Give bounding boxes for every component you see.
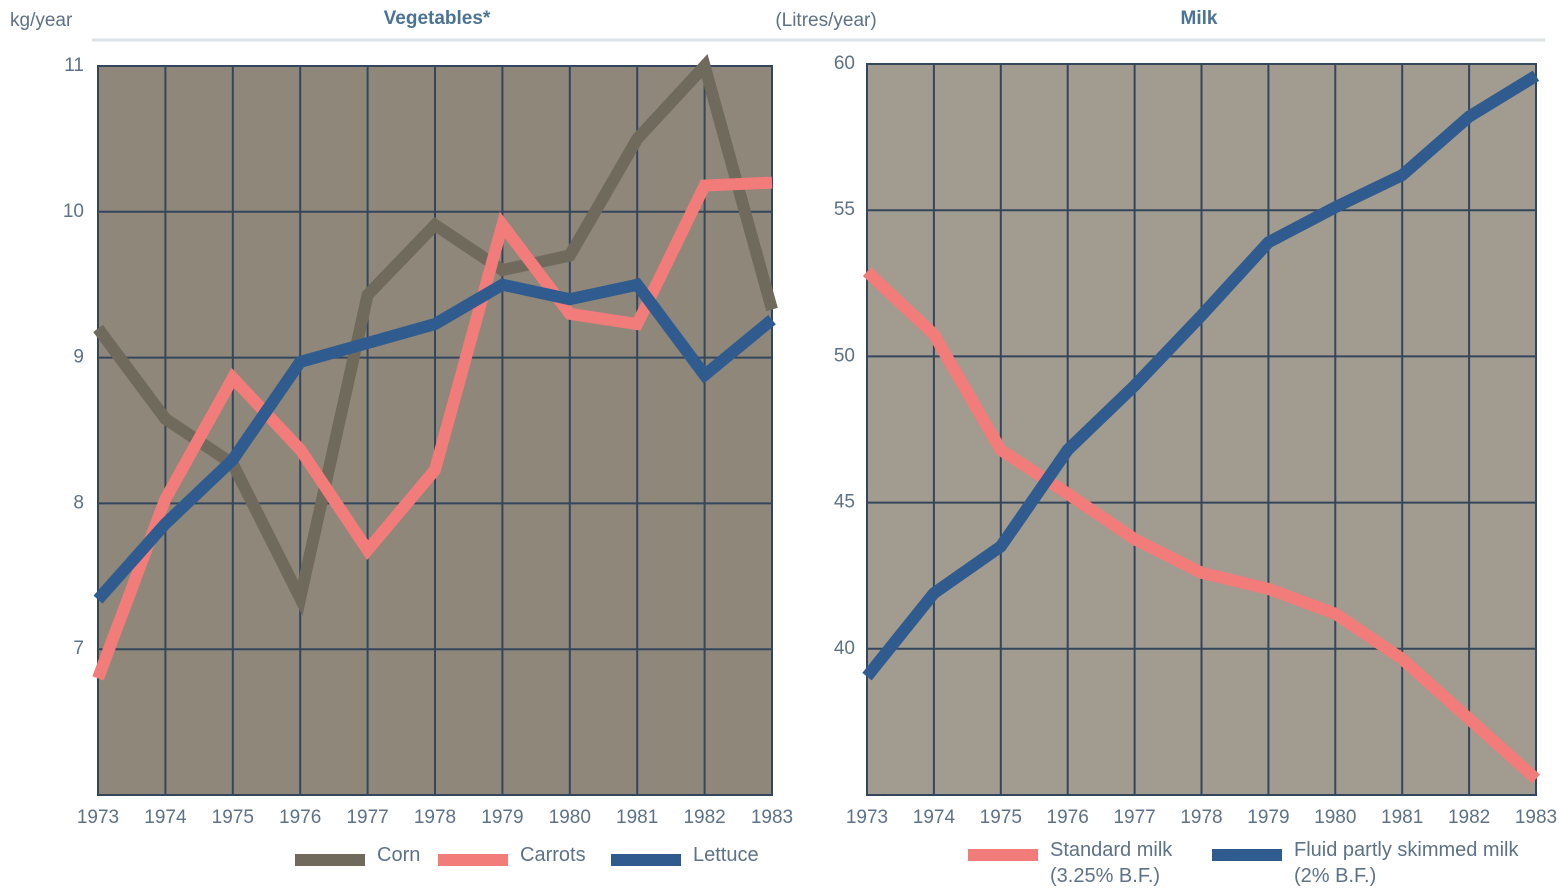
x-tick-label: 1973 xyxy=(846,807,888,828)
plot-frame xyxy=(866,63,1537,796)
x-tick-label: 1981 xyxy=(1381,807,1423,828)
legend-swatch xyxy=(295,854,365,866)
y-tick-label: 50 xyxy=(834,345,855,366)
legend-label: Carrots xyxy=(520,844,586,866)
y-tick-label: 10 xyxy=(63,201,84,222)
legend-label: Lettuce xyxy=(693,844,759,866)
legend-swatch xyxy=(438,854,508,866)
x-tick-label: 1975 xyxy=(212,807,254,828)
x-tick-label: 1979 xyxy=(481,807,523,828)
legend-swatch xyxy=(611,854,681,866)
series-line xyxy=(93,278,776,604)
series-line xyxy=(92,176,773,681)
series-line xyxy=(862,70,1540,681)
y-tick-label: 11 xyxy=(64,55,84,76)
chart-title: Vegetables* xyxy=(384,8,491,29)
y-tick-label: 40 xyxy=(834,638,855,659)
legend-label: Corn xyxy=(377,844,421,866)
x-tick-label: 1977 xyxy=(346,807,388,828)
y-tick-label: 9 xyxy=(73,347,84,368)
x-tick-label: 1980 xyxy=(549,807,591,828)
y-tick-label: 7 xyxy=(73,638,84,659)
chart-title: Milk xyxy=(1181,8,1218,29)
y-tick-label: 8 xyxy=(73,492,84,513)
x-tick-label: 1973 xyxy=(77,807,119,828)
x-tick-label: 1974 xyxy=(144,807,187,828)
axis-label: kg/year xyxy=(10,10,73,31)
x-tick-label: 1978 xyxy=(414,807,456,828)
x-tick-label: 1974 xyxy=(913,807,956,828)
legend-swatch xyxy=(968,849,1038,861)
x-tick-label: 1980 xyxy=(1314,807,1356,828)
x-tick-label: 1982 xyxy=(683,807,725,828)
plot-frame xyxy=(97,65,773,796)
x-tick-label: 1977 xyxy=(1113,807,1155,828)
series-line xyxy=(93,54,778,616)
legend-label: Fluid partly skimmed milk (2% B.F.) xyxy=(1294,839,1519,887)
x-tick-label: 1981 xyxy=(616,807,658,828)
y-tick-label: 60 xyxy=(834,53,855,74)
x-tick-label: 1976 xyxy=(279,807,321,828)
axis-label: (Litres/year) xyxy=(775,10,876,31)
x-tick-label: 1979 xyxy=(1247,807,1289,828)
legend-label: Standard milk (3.25% B.F.) xyxy=(1050,839,1173,887)
x-tick-label: 1976 xyxy=(1047,807,1089,828)
x-tick-label: 1983 xyxy=(751,807,793,828)
y-tick-label: 55 xyxy=(834,199,855,220)
x-tick-label: 1982 xyxy=(1448,807,1490,828)
x-tick-label: 1983 xyxy=(1515,807,1557,828)
x-tick-label: 1978 xyxy=(1180,807,1222,828)
series-line xyxy=(862,267,1541,784)
y-tick-label: 45 xyxy=(834,492,855,513)
x-tick-label: 1975 xyxy=(980,807,1022,828)
legend-swatch xyxy=(1212,849,1282,861)
